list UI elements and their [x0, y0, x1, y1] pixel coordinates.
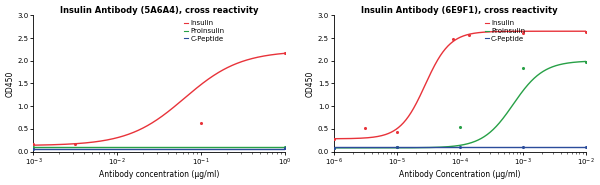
- Proinsulin: [330, 147, 337, 149]
- C-Peptide: [330, 146, 337, 149]
- Proinsulin: [30, 146, 37, 149]
- Point: [392, 146, 401, 149]
- C-Peptide: [582, 146, 589, 149]
- Proinsulin: [275, 146, 283, 149]
- C-Peptide: [536, 146, 544, 149]
- Proinsulin: [451, 145, 458, 147]
- Title: Insulin Antibody (5A6A4), cross reactivity: Insulin Antibody (5A6A4), cross reactivi…: [60, 6, 259, 15]
- Point: [392, 146, 401, 149]
- Insulin: [151, 120, 158, 122]
- Point: [518, 66, 527, 69]
- Point: [29, 147, 38, 150]
- Insulin: [275, 53, 283, 55]
- Point: [581, 61, 590, 64]
- Insulin: [166, 109, 173, 112]
- Proinsulin: [480, 136, 487, 138]
- C-Peptide: [451, 146, 458, 149]
- Line: Insulin: Insulin: [334, 31, 586, 139]
- Proinsulin: [466, 142, 473, 144]
- Legend: Insulin, Proinsulin, C-Peptide: Insulin, Proinsulin, C-Peptide: [484, 19, 526, 43]
- Proinsulin: [576, 61, 583, 63]
- Point: [464, 33, 474, 36]
- Point: [29, 146, 38, 149]
- Insulin: [330, 138, 337, 140]
- Point: [196, 122, 206, 125]
- Insulin: [281, 52, 289, 54]
- C-Peptide: [466, 146, 473, 149]
- C-Peptide: [236, 147, 244, 150]
- C-Peptide: [576, 146, 583, 149]
- Proinsulin: [151, 146, 158, 149]
- Proinsulin: [450, 145, 457, 147]
- Point: [449, 38, 458, 41]
- Point: [361, 126, 370, 129]
- Point: [280, 147, 290, 150]
- Point: [71, 143, 80, 146]
- C-Peptide: [450, 146, 457, 149]
- Insulin: [179, 98, 187, 100]
- C-Peptide: [149, 147, 157, 150]
- Point: [455, 146, 464, 149]
- Insulin: [30, 144, 37, 146]
- Line: Insulin: Insulin: [34, 53, 285, 145]
- Point: [329, 146, 338, 149]
- Proinsulin: [236, 146, 244, 149]
- Point: [329, 146, 338, 149]
- Point: [581, 31, 590, 34]
- Point: [280, 51, 290, 54]
- Proinsulin: [536, 72, 544, 74]
- Insulin: [480, 31, 487, 33]
- Point: [280, 145, 290, 148]
- Point: [329, 137, 338, 140]
- Insulin: [149, 121, 157, 123]
- Insulin: [576, 30, 583, 32]
- C-Peptide: [281, 147, 289, 150]
- X-axis label: Antibody Concentration (μg/ml): Antibody Concentration (μg/ml): [399, 170, 520, 179]
- Y-axis label: OD450: OD450: [306, 70, 315, 97]
- Legend: Insulin, Proinsulin, C-Peptide: Insulin, Proinsulin, C-Peptide: [183, 19, 226, 43]
- Insulin: [236, 61, 244, 63]
- C-Peptide: [30, 147, 37, 150]
- Title: Insulin Antibody (6E9F1), cross reactivity: Insulin Antibody (6E9F1), cross reactivi…: [361, 6, 558, 15]
- Proinsulin: [166, 146, 173, 149]
- Y-axis label: OD450: OD450: [5, 70, 14, 97]
- Point: [29, 143, 38, 146]
- Point: [455, 125, 464, 128]
- C-Peptide: [151, 147, 158, 150]
- Proinsulin: [582, 60, 589, 63]
- C-Peptide: [166, 147, 173, 150]
- X-axis label: Antibody concentration (μg/ml): Antibody concentration (μg/ml): [99, 170, 220, 179]
- Proinsulin: [179, 146, 187, 149]
- Insulin: [451, 39, 458, 41]
- Point: [581, 145, 590, 148]
- C-Peptide: [179, 147, 187, 150]
- Point: [518, 31, 527, 34]
- Insulin: [536, 30, 544, 32]
- C-Peptide: [275, 147, 283, 150]
- Point: [518, 145, 527, 148]
- C-Peptide: [480, 146, 487, 149]
- Insulin: [450, 40, 457, 42]
- Line: Proinsulin: Proinsulin: [334, 61, 586, 148]
- Proinsulin: [149, 146, 157, 149]
- Point: [392, 131, 401, 134]
- Insulin: [582, 30, 589, 32]
- Insulin: [466, 33, 473, 35]
- Proinsulin: [281, 146, 289, 149]
